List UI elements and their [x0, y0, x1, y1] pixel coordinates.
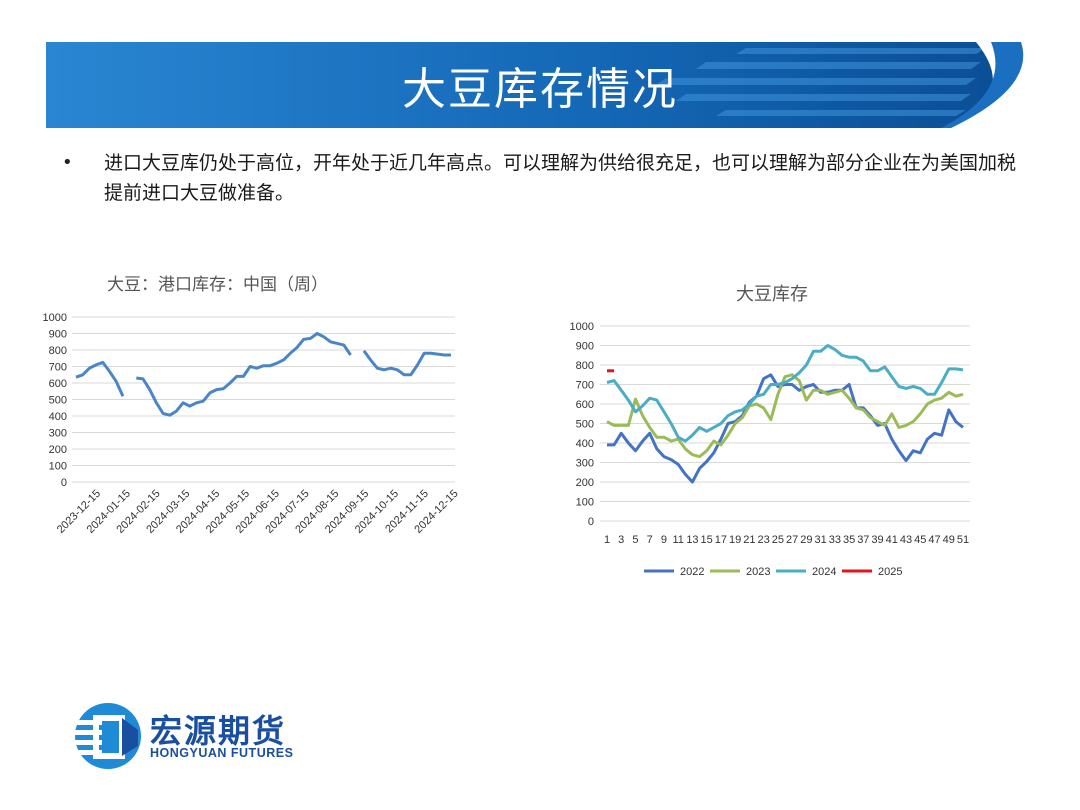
x-tick-label: 9	[661, 534, 667, 546]
x-tick-label: 51	[957, 534, 969, 546]
series-line-2024	[606, 344, 964, 443]
x-tick-label: 17	[715, 534, 727, 546]
logo-emblem-icon	[74, 703, 141, 769]
chart-port-inventory: 大豆：港口库存：中国（周） 0 100 200 300 400 500 600 700 800 90…	[30, 262, 470, 566]
x-tick-label: 33	[829, 534, 841, 546]
y-tick-label: 700	[576, 380, 594, 392]
y-tick-label: 0	[61, 477, 67, 489]
y-tick-label: 900	[49, 329, 67, 341]
series-line-2023	[606, 373, 964, 459]
y-tick-label: 200	[576, 477, 594, 489]
y-tick-label: 300	[49, 428, 67, 440]
x-tick-label: 47	[928, 534, 940, 546]
y-tick-label: 900	[576, 341, 594, 353]
x-tick-label: 39	[871, 534, 883, 546]
chart-title: 大豆库存	[736, 284, 808, 304]
y-tick-label: 100	[49, 461, 67, 473]
y-tick-label: 100	[576, 497, 594, 509]
x-tick-label: 31	[814, 534, 826, 546]
y-tick-label: 1000	[570, 321, 594, 333]
y-tick-label: 400	[576, 438, 594, 450]
x-tick-label: 5	[632, 534, 638, 546]
y-tick-label: 600	[49, 378, 67, 390]
bullet-text: 进口大豆库仍处于高位，开年处于近几年高点。可以理解为供给很充足，也可以理解为部分…	[104, 152, 1017, 204]
x-tick-label: 21	[743, 534, 755, 546]
y-tick-label: 700	[49, 362, 67, 374]
y-tick-label: 0	[588, 516, 594, 528]
legend-label: 2023	[746, 566, 770, 578]
x-tick-label: 45	[914, 534, 926, 546]
x-tick-label: 49	[943, 534, 955, 546]
x-tick-label: 25	[772, 534, 784, 546]
x-tick-label: 43	[900, 534, 912, 546]
chart-soybean-inventory: 大豆库存 0 100 200 300 400 500 600 700 800 900 1000 1 3 5 7…	[560, 272, 990, 596]
x-tick-label: 23	[758, 534, 770, 546]
legend-label: 2022	[680, 566, 704, 578]
x-tick-label: 1	[604, 534, 610, 546]
x-tick-label: 7	[647, 534, 653, 546]
y-tick-label: 400	[49, 411, 67, 423]
logo-name-cn: 宏源期货	[150, 712, 287, 750]
x-tick-label: 11	[672, 534, 683, 546]
banner-background	[46, 42, 1034, 128]
legend-label: 2025	[878, 566, 902, 578]
page-title: 大豆库存情况	[402, 64, 678, 115]
x-tick-label: 29	[800, 534, 812, 546]
chart-title: 大豆：港口库存：中国（周）	[107, 275, 328, 294]
series-line	[75, 332, 451, 417]
y-tick-label: 600	[576, 399, 594, 411]
y-tick-label: 500	[576, 419, 594, 431]
company-logo: 宏源期货 HONGYUAN FUTURES	[72, 700, 312, 776]
chart-port-inventory-svg: 大豆：港口库存：中国（周） 0 100 200 300 400 500 600 700 800 90…	[43, 275, 461, 536]
logo-name-en: HONGYUAN FUTURES	[150, 746, 294, 760]
x-tick-label: 41	[886, 534, 898, 546]
x-tick-label: 19	[729, 534, 741, 546]
x-tick-label: 13	[686, 534, 698, 546]
y-tick-label: 800	[49, 345, 67, 357]
x-tick-label: 37	[857, 534, 869, 546]
legend-label: 2024	[812, 566, 836, 578]
x-tick-label: 3	[618, 534, 624, 546]
x-tick-label: 35	[843, 534, 855, 546]
y-tick-label: 500	[49, 395, 67, 407]
y-tick-label: 200	[49, 444, 67, 456]
x-tick-label: 15	[701, 534, 713, 546]
x-tick-label: 27	[786, 534, 798, 546]
y-tick-label: 800	[576, 360, 594, 372]
y-tick-label: 300	[576, 458, 594, 470]
bullet-marker: •	[62, 152, 73, 173]
series-line-2022	[607, 373, 964, 484]
title-banner: 大豆库存情况	[46, 42, 1034, 128]
y-tick-label: 1000	[43, 312, 67, 324]
